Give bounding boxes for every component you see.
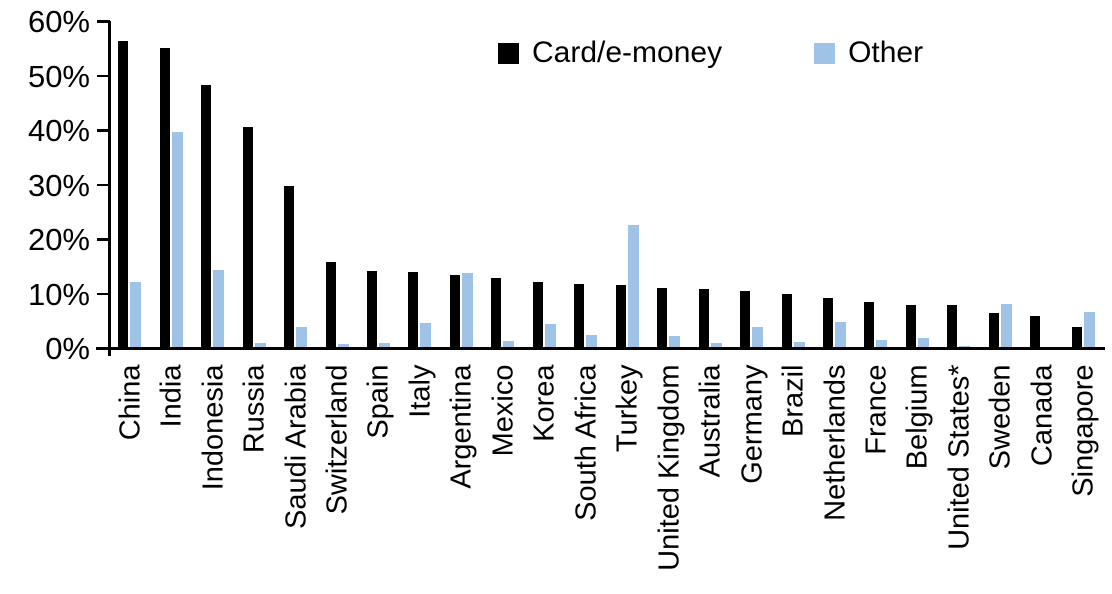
x-axis-label: Sweden — [984, 364, 1017, 469]
y-axis-tick — [97, 183, 110, 186]
legend-swatch-card-e-money — [498, 42, 519, 64]
legend-item-other: Other — [814, 38, 923, 68]
y-axis-tick — [97, 292, 110, 295]
bar-card-e-money — [988, 312, 999, 348]
bar-card-e-money — [491, 277, 502, 348]
y-axis-line — [108, 21, 111, 356]
x-axis-label: Korea — [528, 364, 561, 442]
bar-card-e-money — [201, 85, 212, 348]
bar-other — [461, 272, 473, 348]
bar-other — [213, 269, 225, 348]
bar-other — [793, 342, 805, 348]
x-axis-label: Singapore — [1067, 364, 1100, 497]
bar-other — [337, 344, 349, 348]
bar-other — [1083, 312, 1095, 348]
bar-card-e-money — [242, 126, 253, 348]
x-axis-label: South Africa — [570, 364, 603, 521]
bar-card-e-money — [698, 289, 709, 348]
y-axis-label: 20% — [27, 222, 90, 257]
bar-card-e-money — [118, 40, 129, 348]
bar-card-e-money — [823, 298, 834, 348]
x-axis-label: Turkey — [611, 364, 644, 452]
bar-card-e-money — [615, 285, 626, 348]
y-axis-tick — [97, 129, 110, 132]
bar-card-e-money — [532, 281, 543, 348]
bar-other — [627, 225, 639, 348]
x-axis-label: Brazil — [777, 364, 810, 437]
bar-other — [420, 323, 432, 348]
bar-card-e-money — [366, 271, 377, 348]
legend-label-card-e-money: Card/e-money — [532, 36, 723, 69]
y-axis-label: 40% — [27, 113, 90, 148]
bar-other — [710, 342, 722, 348]
y-axis-tick — [97, 238, 110, 241]
bar-other — [296, 327, 308, 348]
bar-other — [1000, 303, 1012, 348]
bar-other — [254, 343, 266, 348]
y-axis-tick — [97, 74, 110, 77]
legend-swatch-other — [814, 42, 836, 64]
bar-other — [669, 336, 681, 348]
bar-card-e-money — [408, 271, 419, 348]
bar-card-e-money — [781, 294, 792, 348]
x-axis-label: Netherlands — [819, 364, 852, 521]
bar-other — [544, 324, 556, 348]
legend-item-card-e-money: Card/e-money — [498, 38, 722, 68]
bar-card-e-money — [740, 290, 751, 348]
bar-other — [130, 281, 142, 348]
bar-card-e-money — [947, 305, 958, 348]
bar-other — [876, 340, 888, 348]
bar-card-e-money — [325, 262, 336, 348]
y-axis-label: 0% — [45, 331, 90, 366]
bar-other — [917, 337, 929, 348]
bar-card-e-money — [284, 185, 295, 348]
x-axis-label: Mexico — [487, 364, 520, 456]
y-axis-label: 50% — [27, 58, 90, 94]
bar-card-e-money — [657, 288, 668, 348]
bar-other — [835, 322, 847, 348]
x-axis-label: Indonesia — [197, 364, 230, 490]
y-axis-label: 60% — [27, 4, 90, 39]
x-axis-label: Belgium — [901, 364, 934, 469]
y-axis-label: 30% — [27, 167, 90, 203]
bar-other — [171, 132, 183, 348]
x-axis-label: France — [860, 364, 893, 455]
x-axis-label: Italy — [404, 364, 437, 418]
bar-other — [752, 327, 764, 348]
x-axis-label: Switzerland — [321, 364, 354, 514]
x-axis-label: Saudi Arabia — [280, 364, 313, 529]
legend-label-other: Other — [848, 36, 924, 69]
x-axis-line — [96, 347, 1105, 350]
x-axis-label: Spain — [362, 364, 395, 439]
bar-other — [503, 340, 515, 348]
bar-card-e-money — [574, 284, 585, 348]
bar-card-e-money — [159, 47, 170, 348]
bar-card-e-money — [1071, 327, 1082, 348]
bar-card-e-money — [864, 301, 875, 348]
bar-card-e-money — [449, 274, 460, 348]
x-axis-label: Russia — [238, 364, 271, 453]
bar-card-e-money — [905, 304, 916, 348]
x-axis-label: Germany — [736, 364, 769, 484]
x-axis-label: United Kingdom — [653, 364, 686, 571]
bar-other — [586, 335, 598, 348]
x-axis-label: India — [155, 364, 188, 427]
x-axis-label: United States* — [943, 364, 976, 550]
legend: Card/e-money Other — [498, 38, 923, 68]
x-axis-label: China — [114, 364, 147, 440]
y-axis-label: 10% — [27, 276, 90, 312]
x-axis-label: Argentina — [445, 364, 478, 489]
x-axis-label: Canada — [1026, 364, 1059, 466]
bar-card-e-money — [1030, 315, 1041, 348]
x-axis-label: Australia — [694, 364, 727, 477]
y-axis-tick — [97, 20, 110, 23]
bar-other — [378, 342, 390, 348]
